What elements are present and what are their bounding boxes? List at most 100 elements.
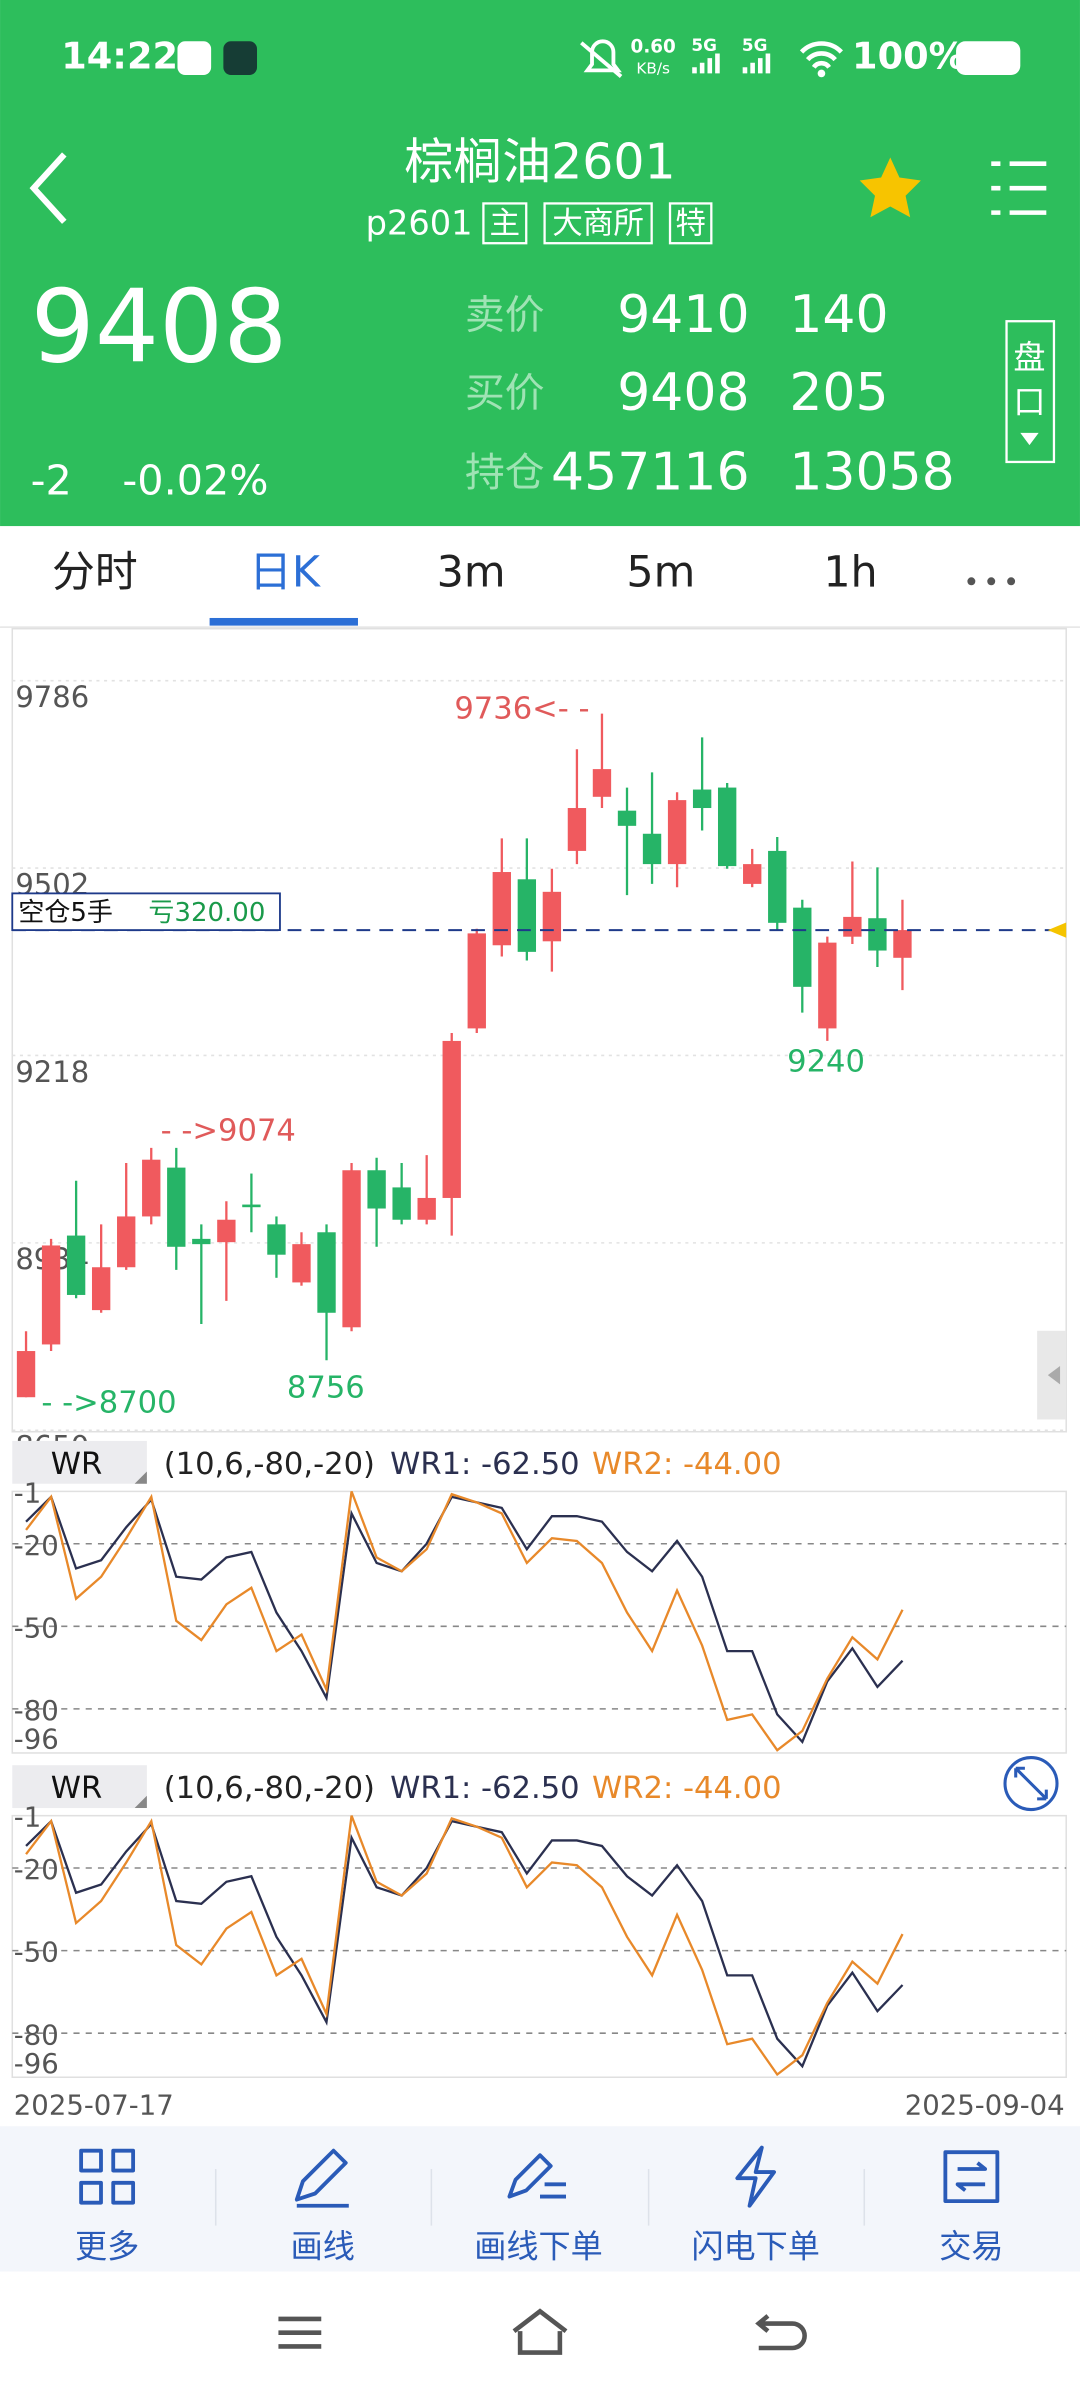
more-dot[interactable]: [987, 577, 996, 586]
candle-body: [893, 930, 912, 958]
candle-body: [16, 1351, 36, 1398]
candle-body: [717, 787, 737, 867]
y-tick-label: -50: [14, 1937, 59, 1969]
indicator-name[interactable]: WR: [51, 1447, 102, 1482]
tab[interactable]: 3m: [437, 548, 506, 598]
candle-body: [667, 800, 687, 865]
annotation: 9240: [787, 1045, 865, 1080]
tag: 主: [490, 206, 521, 241]
date-end: 2025-09-04: [905, 2089, 1065, 2121]
toolbar-icon[interactable]: [943, 2150, 1000, 2204]
tab[interactable]: 1h: [823, 548, 877, 598]
y-tick-label: -1: [14, 1802, 41, 1834]
indicator-params: (10,6,-80,-20): [164, 1447, 375, 1482]
back-button[interactable]: [29, 152, 67, 224]
candle-body: [793, 907, 812, 987]
toolbar-icon[interactable]: [294, 2148, 349, 2208]
quote-label: 买价: [465, 371, 545, 417]
indicator-name[interactable]: WR: [51, 1771, 102, 1806]
y-tick-label: -1: [14, 1477, 41, 1509]
candle-body: [167, 1167, 186, 1247]
quote-price: 9408: [617, 363, 749, 423]
change: -2: [31, 456, 72, 504]
tab[interactable]: 分时: [52, 548, 138, 598]
legend-entry: WR2: -44.00: [592, 1447, 782, 1482]
candle-body: [567, 808, 587, 851]
toolbar-label[interactable]: 更多: [75, 2228, 139, 2266]
candle-body: [642, 833, 662, 865]
depth-button[interactable]: [1005, 320, 1056, 464]
candle-body: [542, 891, 562, 942]
toolbar-label[interactable]: 画线下单: [474, 2228, 602, 2266]
quote-volume: 13058: [789, 443, 954, 503]
expand-icon: [1014, 1766, 1048, 1801]
candle-body: [292, 1244, 311, 1283]
toolbar: [0, 2126, 1080, 2272]
candle-body: [317, 1232, 336, 1313]
wr-line: [25, 1490, 904, 1752]
candle-body: [768, 850, 787, 923]
menu-button[interactable]: [991, 161, 1047, 215]
quote-volume: 140: [789, 285, 888, 345]
depth-label: 口: [1013, 383, 1045, 421]
tag-box: [668, 202, 713, 245]
candle-body: [818, 942, 837, 1029]
y-tick-label: -96: [14, 2048, 59, 2080]
battery: 100%: [852, 35, 965, 78]
candle-body: [592, 769, 612, 797]
nav-back[interactable]: [755, 2314, 807, 2351]
position-pnl: 亏320.00: [148, 898, 265, 928]
toolbar-label[interactable]: 画线: [291, 2228, 355, 2266]
quote-label: 卖价: [465, 293, 545, 339]
toolbar-icon[interactable]: [735, 2145, 776, 2208]
candle-body: [142, 1159, 161, 1217]
wr-line: [25, 1815, 904, 2077]
candle-body: [66, 1235, 86, 1295]
last-price: 9408: [31, 267, 288, 385]
candle-body: [843, 916, 862, 937]
tag-box: [482, 202, 528, 245]
depth-label: 盘: [1013, 338, 1045, 376]
signal-bars: [692, 53, 771, 74]
candle-body: [392, 1187, 411, 1220]
nav-home[interactable]: [512, 2308, 568, 2355]
tag: 特: [675, 206, 706, 241]
quote-price: 457116: [551, 443, 750, 503]
annotation: - ->9074: [161, 1113, 296, 1148]
candle-body: [217, 1219, 236, 1243]
nav-menu[interactable]: [278, 2316, 322, 2349]
candle-body: [117, 1216, 136, 1268]
favorite-star[interactable]: [859, 157, 921, 218]
tag: 大商所: [552, 206, 644, 241]
toolbar-label[interactable]: 交易: [939, 2228, 1003, 2266]
expand-button[interactable]: [1003, 1756, 1059, 1812]
toolbar-icon[interactable]: [507, 2153, 567, 2199]
signal-label: 5G: [742, 35, 768, 55]
wifi-icon: [799, 41, 843, 69]
quote-label: 持仓: [465, 450, 545, 496]
more-dot[interactable]: [1007, 577, 1016, 586]
y-tick-label: -50: [14, 1612, 59, 1644]
y-tick-label: -96: [14, 1724, 59, 1756]
position-box: [11, 892, 281, 932]
date-start: 2025-07-17: [14, 2089, 174, 2121]
tab[interactable]: 5m: [626, 548, 695, 598]
legend-entry: WR1: -62.50: [390, 1447, 580, 1482]
candle-body: [743, 864, 762, 884]
indicator-panel: [11, 1814, 1067, 2079]
toolbar-icon[interactable]: [79, 2148, 136, 2205]
y-tick-label: -80: [14, 1695, 59, 1727]
candle-body: [467, 933, 486, 1029]
candle-body: [342, 1170, 361, 1328]
wr-line: [25, 1819, 904, 2069]
tab[interactable]: 日K: [249, 548, 321, 598]
indicator-panel: [11, 1490, 1067, 1754]
header-bg: [0, 0, 1080, 527]
y-tick-label: 9218: [15, 1055, 89, 1089]
more-dot[interactable]: [967, 577, 976, 586]
depth-arrow: [1020, 432, 1039, 446]
time: 14:22: [61, 35, 178, 78]
indicator-tab: [12, 1765, 147, 1809]
toolbar-label[interactable]: 闪电下单: [691, 2228, 819, 2266]
